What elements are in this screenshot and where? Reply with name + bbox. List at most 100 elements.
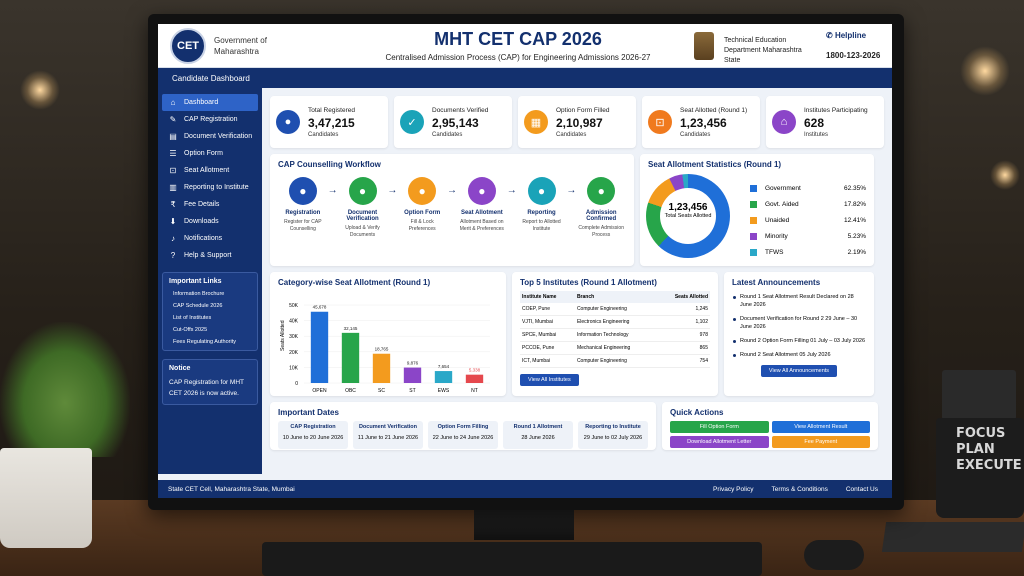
workflow-step: ● Reporting Report to Allotted Institute (517, 177, 567, 239)
table-row[interactable]: ICT, Mumbai Computer Engineering 754 (520, 354, 710, 368)
sidebar-item-notifications[interactable]: ♪ Notifications (162, 230, 258, 247)
edit-icon: ✎ (169, 115, 177, 124)
sidebar-item-dashboard[interactable]: ⌂ Dashboard (162, 94, 258, 111)
fee-payment-button[interactable]: Fee Payment (771, 436, 870, 448)
table-cell: Information Technology (574, 328, 657, 342)
legend-swatch (750, 200, 757, 208)
table-cell: 754 (656, 354, 710, 368)
sidebar-item-option-form[interactable]: ☰ Option Form (162, 145, 258, 162)
cet-logo[interactable]: CET (170, 27, 206, 64)
main-content: ● Total Registered 3,47,215 Candidates ✓ Docu… (262, 88, 892, 474)
stat-title: Institutes Participating (804, 106, 868, 114)
footer: State CET Cell, Maharashtra State, Mumba… (158, 480, 892, 498)
date-value: 28 June 2026 (521, 435, 555, 441)
button-wrap: View All Announcements (732, 359, 866, 377)
x-tick-label: OPEN (312, 388, 327, 394)
table-row[interactable]: VJTI, Mumbai Electronics Engineering 1,102 (520, 315, 710, 329)
quick-actions-card: Quick Actions Fill Option Form View Allot… (662, 402, 878, 450)
announcement-item[interactable]: Round 2 Seat Allotment 05 July 2026 (733, 351, 866, 359)
legend-swatch (750, 232, 757, 240)
sidebar-item-label: Notifications (184, 235, 223, 242)
screen: CET Government of Maharashtra MHT CET CA… (158, 24, 892, 498)
top-institutes-card: Top 5 Institutes (Round 1 Allotment) Ins… (512, 272, 718, 396)
legend-pct: 62.35% (843, 184, 866, 192)
data-label: 9,876 (407, 361, 419, 366)
table-row[interactable]: COEP, Pune Computer Engineering 1,245 (520, 303, 710, 316)
sidebar-item-label: Seat Allotment (184, 167, 230, 174)
download-allotment-letter-button[interactable]: Download Allotment Letter (670, 436, 769, 448)
notice-text: CAP Registration for MHT CET 2026 is now… (169, 379, 244, 397)
sidebar-item-help-support[interactable]: ? Help & Support (162, 247, 258, 264)
announcement-list: Round 1 Seat Allotment Result Declared o… (732, 293, 866, 359)
sidebar-menu: ⌂ Dashboard ✎ CAP Registration ▤ Document Ver… (162, 94, 258, 264)
link-item[interactable]: Cut-Offs 2025 (173, 327, 208, 333)
announcement-item[interactable]: Document Verification for Round 2 29 Jun… (733, 315, 866, 331)
x-tick-label: EWS (438, 388, 450, 394)
helpline-number: 1800-123-2026 (826, 51, 881, 60)
sidebar-item-seat-allotment[interactable]: ⊡ Seat Allotment (162, 162, 258, 179)
announcement-item[interactable]: Round 2 Option Form Filling 01 July – 03… (733, 338, 866, 344)
sidebar-item-reporting-to-institute[interactable]: ▥ Reporting to Institute (162, 179, 258, 196)
top5-title: Top 5 Institutes (Round 1 Allotment) (520, 278, 657, 287)
footer-link[interactable]: Terms & Conditions (771, 485, 828, 493)
chart-title: Category-wise Seat Allotment (Round 1) (278, 278, 431, 287)
date-name: Document Verification (358, 424, 418, 430)
y-axis-label: Seats Allotted (280, 320, 286, 351)
rupee-icon: ₹ (170, 200, 176, 209)
user-icon: ● (276, 110, 300, 134)
sidebar-item-document-verification[interactable]: ▤ Document Verification (162, 128, 258, 145)
view-allotment-result-button[interactable]: View Allotment Result (771, 421, 870, 433)
sidebar-item-fee-details[interactable]: ₹ Fee Details (162, 196, 258, 213)
plant-pot (0, 448, 92, 548)
date-item: Round 1 Allotment 28 June 2026 (503, 421, 573, 449)
bar-chart: Seats Allotted 50K 40K 30K 20K 10K 0 45,678 OPEN… (280, 303, 490, 394)
date-name: Option Form Filling (437, 424, 489, 430)
helpline[interactable]: ✆ Helpline 1800-123-2026 (826, 30, 880, 62)
link-item[interactable]: List of Institutes (173, 315, 212, 321)
table-row[interactable]: SPCE, Mumbai Information Technology 978 (520, 328, 710, 342)
sidebar-item-downloads[interactable]: ⬇ Downloads (162, 213, 258, 230)
quick-actions: Fill Option Form View Allotment Result Dow… (670, 421, 870, 448)
legend-pct: 12.41% (843, 216, 866, 224)
stat-title: Total Registered (308, 106, 355, 114)
sidebar-item-cap-registration[interactable]: ✎ CAP Registration (162, 111, 258, 128)
link-item[interactable]: Information Brochure (173, 291, 225, 297)
donut-label: Total Seats Allotted (664, 213, 712, 219)
footer-link[interactable]: Privacy Policy (713, 485, 754, 493)
date-value: 22 June to 24 June 2026 (432, 435, 494, 441)
help-icon: ? (170, 251, 176, 260)
workflow-step: ● Admission Confirmed Complete Admission P… (576, 177, 626, 239)
fill-option-form-button[interactable]: Fill Option Form (670, 421, 769, 433)
button-wrap: View All Institutes (520, 368, 710, 386)
view-all-institutes-button[interactable]: View All Institutes (520, 374, 579, 386)
legend-name: Govt. Aided (765, 200, 799, 208)
stat-title: Seat Allotted (Round 1) (680, 106, 748, 114)
table-cell: PCCOE, Pune (520, 341, 575, 355)
keyboard (262, 542, 762, 576)
footer-link[interactable]: Contact Us (845, 485, 878, 493)
seat-stats-title: Seat Allotment Statistics (Round 1) (648, 160, 782, 169)
y-tick-label: 10K (289, 365, 299, 371)
step-name: Reporting (527, 210, 556, 216)
workflow-title: CAP Counselling Workflow (278, 160, 381, 169)
dates-title: Important Dates (278, 408, 339, 417)
table-cell: Computer Engineering (574, 303, 657, 316)
announcement-item[interactable]: Round 1 Seat Allotment Result Declared o… (733, 293, 866, 309)
table-row[interactable]: PCCOE, Pune Mechanical Engineering 865 (520, 341, 710, 355)
arrow-right-icon: → (387, 185, 398, 196)
date-name: Reporting to Institute (585, 424, 641, 430)
sidebar-item-label: Fee Details (184, 201, 220, 208)
stat-text: Total Registered 3,47,215 Candidates (308, 107, 355, 138)
link-item[interactable]: Fees Regulating Authority (173, 339, 236, 345)
legend-item: Government 62.35% (750, 180, 866, 196)
link-item[interactable]: CAP Schedule 2026 (173, 303, 223, 309)
row-tables: Category-wise Seat Allotment (Round 1) S… (270, 272, 884, 396)
view-all-announcements-button[interactable]: View All Announcements (760, 365, 838, 377)
stat-title: Documents Verified (432, 106, 489, 114)
bar-obc (341, 332, 360, 383)
legend-swatch (750, 184, 757, 192)
data-label: 45,678 (313, 305, 327, 310)
step-name: Registration (285, 210, 321, 216)
stat-card: ⊡ Seat Allotted (Round 1) 1,23,456 Candidat… (642, 96, 760, 148)
table-cell: 865 (656, 341, 710, 355)
